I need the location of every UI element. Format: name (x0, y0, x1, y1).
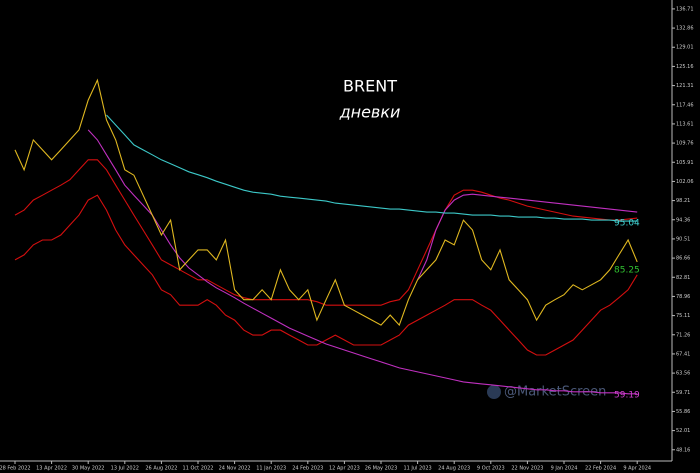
y-tick-label: 59.71 (676, 390, 690, 396)
x-tick-label: 13 Jul 2022 (111, 466, 139, 472)
y-tick-label: 105.91 (676, 160, 694, 166)
x-tick-label: 13 Apr 2022 (36, 466, 67, 472)
y-tick-label: 136.71 (676, 6, 694, 12)
series-line (87, 129, 638, 395)
y-tick-label: 63.56 (676, 371, 690, 377)
y-tick-label: 94.36 (676, 217, 690, 223)
y-tick-label: 67.41 (676, 351, 690, 357)
y-tick-label: 82.81 (676, 275, 690, 281)
series-line (14, 194, 638, 356)
y-tick-label: 75.11 (676, 313, 690, 319)
y-tick-label: 86.66 (676, 256, 690, 262)
y-tick-label: 52.01 (676, 428, 690, 434)
y-tick-label: 121.31 (676, 83, 694, 89)
x-tick-label: 11 Jul 2023 (403, 466, 431, 472)
x-tick-label: 12 Apr 2023 (329, 466, 360, 472)
y-tick-label: 113.61 (676, 121, 694, 127)
x-tick-label: 24 Feb 2023 (292, 466, 323, 472)
x-tick-label: 9 Oct 2023 (477, 466, 505, 472)
series-line (417, 193, 638, 281)
x-tick-label: 30 May 2022 (72, 466, 105, 472)
y-tick-label: 48.16 (676, 447, 690, 453)
series-line (14, 78, 638, 327)
x-tick-label: 28 Feb 2022 (0, 466, 31, 472)
y-tick-label: 109.76 (676, 141, 694, 147)
annotation: 95.04 (614, 219, 640, 229)
annotation: 85.25 (614, 266, 640, 276)
x-tick-label: 24 Aug 2023 (438, 466, 470, 472)
series-line (14, 159, 638, 306)
y-tick-label: 129.01 (676, 45, 694, 51)
y-tick-label: 55.86 (676, 409, 690, 415)
annotation: 59.19 (614, 391, 640, 401)
y-tick-label: 90.51 (676, 236, 690, 242)
watermark: @MarketScreen (504, 385, 606, 400)
chart-title: BRENT (343, 77, 397, 96)
x-tick-label: 22 Feb 2024 (585, 466, 616, 472)
y-tick-label: 102.06 (676, 179, 694, 185)
y-tick-label: 117.46 (676, 102, 694, 108)
y-tick-label: 125.16 (676, 64, 694, 70)
x-tick-label: 11 Oct 2022 (183, 466, 214, 472)
y-tick-label: 132.86 (676, 26, 694, 32)
x-tick-label: 24 Nov 2022 (219, 466, 251, 472)
y-tick-label: 98.21 (676, 198, 690, 204)
y-tick-label: 71.26 (676, 332, 690, 338)
x-tick-label: 26 May 2023 (365, 466, 398, 472)
x-tick-label: 9 Apr 2024 (623, 466, 651, 472)
chart-subtitle: дневки (339, 103, 401, 122)
x-tick-label: 11 Jan 2023 (256, 466, 286, 472)
x-tick-label: 9 Jan 2024 (551, 466, 578, 472)
x-tick-label: 22 Nov 2023 (511, 466, 543, 472)
x-tick-label: 26 Aug 2022 (145, 466, 177, 472)
y-tick-label: 78.96 (676, 294, 690, 300)
series-line (106, 114, 638, 222)
watermark-icon (487, 385, 501, 399)
